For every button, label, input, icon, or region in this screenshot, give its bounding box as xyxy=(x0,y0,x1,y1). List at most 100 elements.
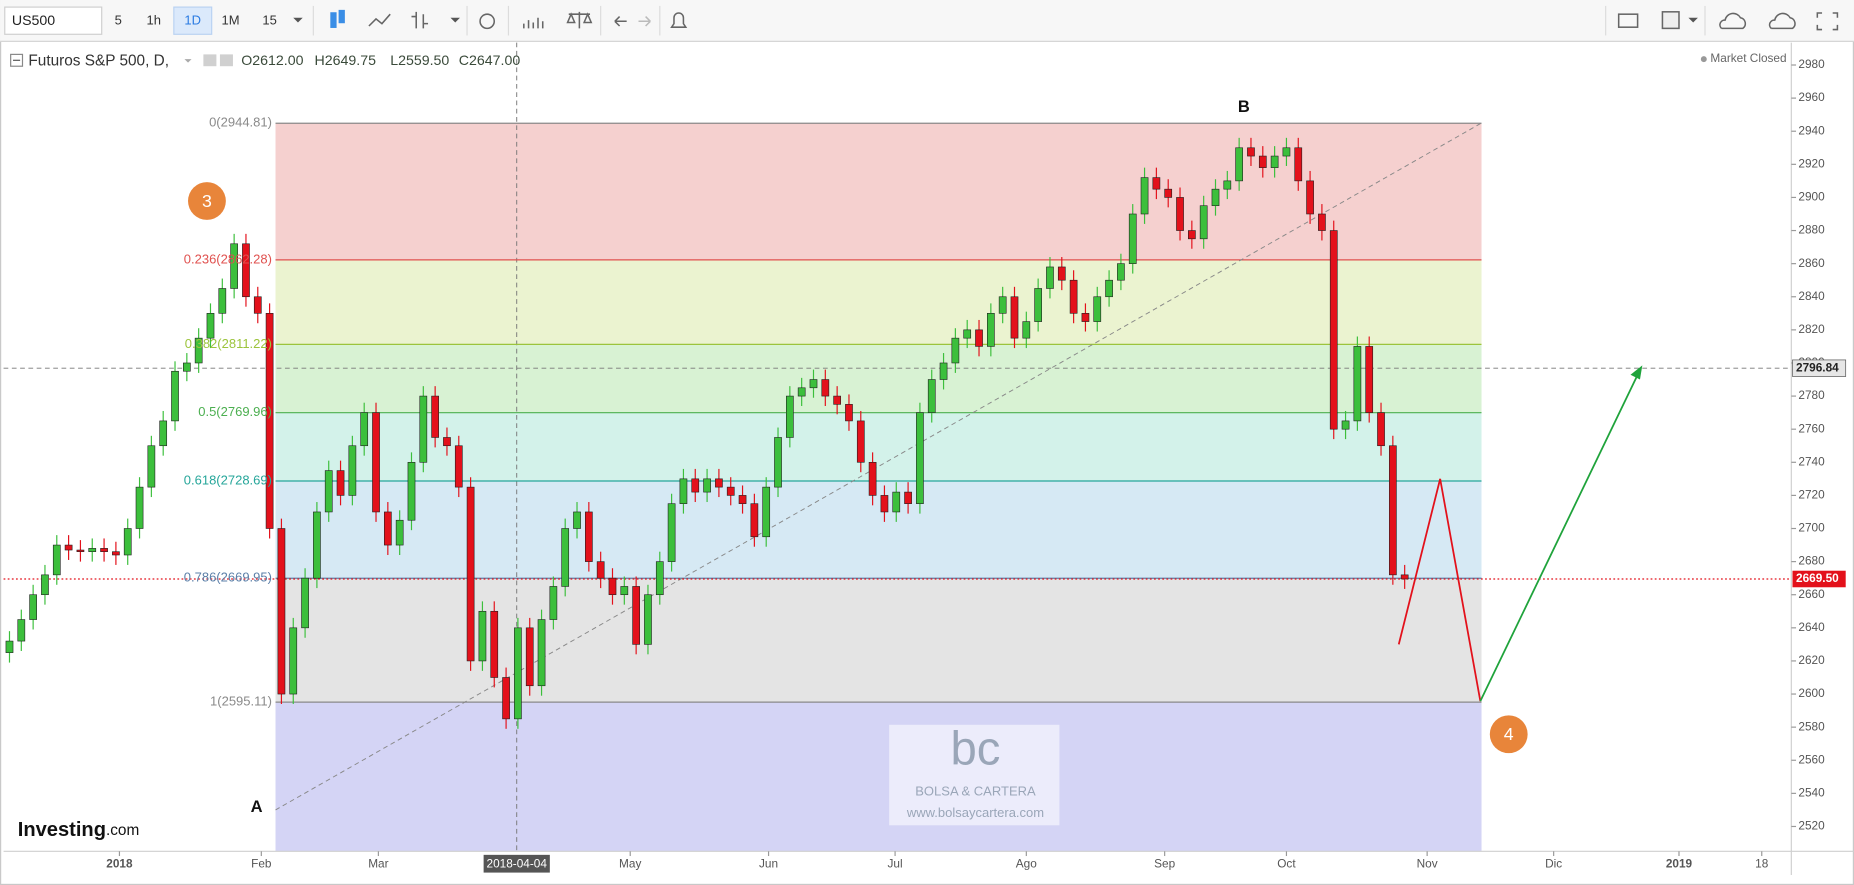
candle-body xyxy=(975,329,983,347)
candle-body xyxy=(821,379,830,397)
candle-body xyxy=(738,495,747,504)
candle-body xyxy=(750,503,759,538)
candle-body xyxy=(206,313,215,339)
toolbar-bg xyxy=(0,0,1854,42)
candle-body xyxy=(1152,177,1161,190)
candle-body xyxy=(1365,346,1374,413)
candle-body xyxy=(372,412,380,513)
eye-icon[interactable] xyxy=(203,54,217,67)
status-dot xyxy=(1700,56,1707,63)
bars-icon[interactable] xyxy=(411,11,429,29)
x-tick-label: Ago xyxy=(1016,856,1037,870)
line-icon[interactable] xyxy=(368,13,391,27)
candle-body xyxy=(313,511,321,579)
layout-icon[interactable] xyxy=(1661,11,1680,30)
candle-body xyxy=(1069,279,1078,314)
candle-body xyxy=(1105,279,1113,298)
dropdown-arrow[interactable] xyxy=(293,17,303,23)
candle-body xyxy=(289,627,298,695)
candle-body xyxy=(277,528,286,695)
candle-body xyxy=(726,486,735,496)
separators xyxy=(312,5,1706,36)
forecast-red xyxy=(1397,478,1482,702)
dropdown-arrow[interactable] xyxy=(1688,17,1698,23)
symbol-input[interactable] xyxy=(4,6,103,35)
candle-body xyxy=(1034,288,1042,322)
candle-body xyxy=(1188,230,1196,240)
fullscreen-icon[interactable] xyxy=(1816,12,1839,31)
candle-body xyxy=(194,337,203,364)
watermark-box xyxy=(889,724,1060,826)
candle-body xyxy=(265,313,274,529)
indicators-icon[interactable] xyxy=(523,17,544,29)
candle-body xyxy=(230,243,238,289)
y-tick-label: 2580 xyxy=(1798,719,1825,733)
candle-body xyxy=(868,461,877,496)
wave-marker xyxy=(1489,715,1528,754)
toolbar: US500 5 1h 1D 1M 15 xyxy=(0,0,1854,42)
wave-marker xyxy=(188,182,226,220)
candles-icon[interactable] xyxy=(330,9,345,28)
candle-body xyxy=(1046,266,1054,289)
last-price: 2669.50 xyxy=(1796,571,1839,585)
candle-body xyxy=(703,478,711,493)
interval-button[interactable]: 1M xyxy=(222,13,240,28)
settings-icon[interactable] xyxy=(219,54,233,67)
candle-body xyxy=(1258,155,1267,168)
camera-icon[interactable] xyxy=(1617,13,1639,28)
y-tick-label: 2860 xyxy=(1798,256,1825,270)
settings-icon[interactable] xyxy=(479,13,496,30)
fib-level-label: 0.382(2811.22) xyxy=(185,336,272,351)
y-tick-label: 2560 xyxy=(1798,752,1825,766)
candle-body xyxy=(324,470,333,513)
candle-body xyxy=(1306,180,1314,215)
candle-body xyxy=(112,551,120,556)
interval-button[interactable]: 5 xyxy=(115,13,122,28)
candle-body xyxy=(1211,188,1220,207)
candle-body xyxy=(454,445,463,488)
cloud-up-icon[interactable] xyxy=(1768,12,1796,30)
candle-body xyxy=(549,586,558,620)
candle-body xyxy=(407,461,416,521)
candle-body xyxy=(667,503,676,562)
undo-icon[interactable] xyxy=(614,16,627,27)
y-tick-label: 2540 xyxy=(1798,785,1825,799)
y-tick-label: 2820 xyxy=(1798,322,1825,336)
interval-button[interactable]: 1D xyxy=(184,13,201,28)
fib-zone xyxy=(275,412,1482,482)
candle-body xyxy=(833,395,841,405)
crosshair-price-box xyxy=(1792,359,1847,377)
y-tick-label: 2700 xyxy=(1798,521,1825,535)
alert-icon[interactable] xyxy=(670,12,688,28)
x-tick-label: 2018 xyxy=(106,856,133,870)
watermark-logo: bc xyxy=(951,722,1001,775)
dropdown-arrow[interactable] xyxy=(450,17,460,23)
candle-body xyxy=(1022,321,1031,339)
compare-icon[interactable] xyxy=(566,11,593,29)
candle-body xyxy=(242,243,250,298)
interval-button[interactable]: 15 xyxy=(262,13,276,28)
candle-body xyxy=(431,395,439,438)
y-tick-label: 2780 xyxy=(1798,388,1825,402)
brand-suffix: .com xyxy=(106,822,139,839)
candle-body xyxy=(1057,266,1066,281)
candle-body xyxy=(123,528,132,556)
fib-zone xyxy=(275,578,1482,703)
title-dropdown[interactable] xyxy=(184,59,192,63)
redo-icon[interactable] xyxy=(638,16,651,27)
wave-number: 3 xyxy=(202,191,212,211)
x-tick-label: Mar xyxy=(368,856,388,870)
candle-body xyxy=(797,387,806,397)
y-tick-label: 2660 xyxy=(1798,587,1825,601)
candle-body xyxy=(1128,213,1137,264)
candle-body xyxy=(419,395,428,463)
cloud-down-icon[interactable] xyxy=(1719,12,1747,30)
watermark-name: BOLSA & CARTERA xyxy=(915,784,1036,799)
candle-body xyxy=(17,619,26,642)
fib-zone xyxy=(275,259,1482,345)
y-tick-label: 2920 xyxy=(1798,156,1825,170)
interval-button[interactable]: 1h xyxy=(146,13,160,28)
candle-body xyxy=(159,420,168,447)
